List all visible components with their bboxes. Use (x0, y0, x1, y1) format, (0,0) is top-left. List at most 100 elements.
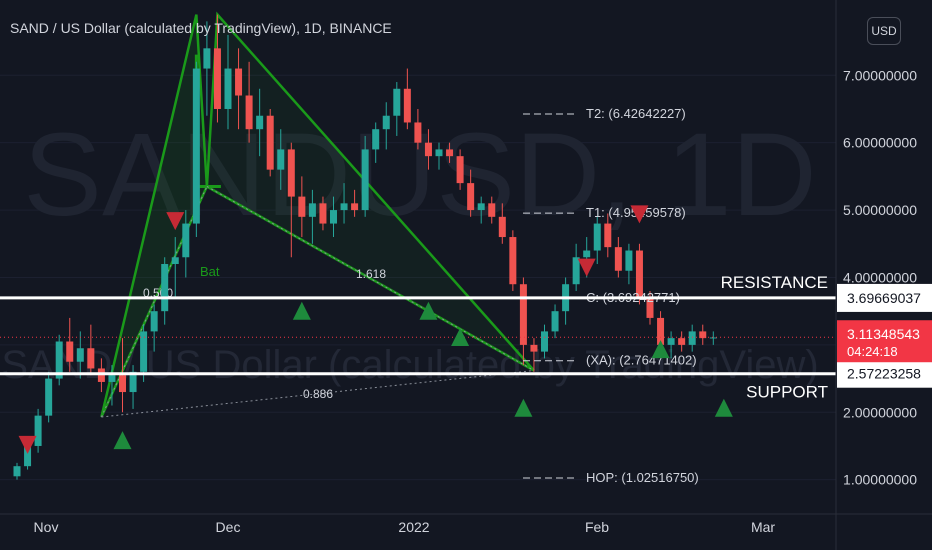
candle-body (446, 149, 454, 157)
candle-body (308, 203, 316, 217)
pattern-bcd (205, 11, 535, 372)
candle-body (477, 203, 485, 211)
ratio-line-xb (100, 186, 208, 418)
candle-body (583, 250, 591, 258)
candle-body (678, 338, 686, 345)
down-signal-arrow (577, 258, 596, 277)
candle-body (635, 250, 643, 298)
price-axis: 7.00000000 6.00000000 5.00000000 4.00000000… (835, 0, 932, 550)
up-signal-arrow (419, 301, 438, 320)
candle-body (13, 466, 21, 477)
candle-body (45, 378, 53, 416)
pattern-name-label: Bat (200, 264, 220, 279)
level-price-tag (837, 359, 932, 388)
candle-body (24, 445, 32, 467)
level-name-resistance: RESISTANCE (721, 273, 828, 292)
current-price-label: 3.11348543 (847, 326, 920, 342)
sr-levels: RESISTANCE SUPPORT (0, 273, 836, 402)
target-label: HOP: (1.02516750) (586, 470, 699, 485)
current-price-tag (837, 320, 932, 363)
candle-body (55, 341, 63, 379)
candle-body (108, 375, 116, 382)
candle-body (224, 68, 232, 109)
candle-body (393, 88, 401, 116)
candle-body (541, 331, 548, 352)
candle-body (530, 344, 538, 352)
time-axis: Nov Dec 2022 Feb Mar (0, 513, 932, 535)
level-price-tag (837, 283, 932, 312)
price-tick-label: 1.00000000 (843, 472, 917, 488)
candle-body (667, 338, 675, 345)
time-tick-label: Nov (34, 519, 59, 535)
candle-body (256, 115, 264, 130)
candle-body (572, 257, 580, 285)
price-tick-label: 4.00000000 (843, 269, 917, 285)
candle-body (519, 284, 527, 345)
candle-body (287, 149, 295, 197)
level-name-support: SUPPORT (746, 383, 828, 402)
candle-body (625, 250, 633, 271)
currency-button[interactable]: USD (867, 17, 901, 45)
candle-body (699, 331, 707, 339)
price-tick-label: 2.00000000 (843, 404, 917, 420)
candle-body (709, 337, 717, 339)
candle-body (688, 331, 696, 345)
candle-body (119, 375, 126, 393)
time-tick-label: Dec (216, 519, 241, 535)
candle-body (340, 203, 348, 211)
candle-body (424, 142, 432, 157)
candle-body (604, 223, 612, 248)
candle-body (161, 264, 169, 312)
watermark: SANDUSD, 1D SAND / US Dollar (calculated… (1, 109, 818, 387)
candle-body (245, 95, 253, 130)
up-signal-arrow (451, 328, 470, 347)
price-tick-label: 7.00000000 (843, 67, 917, 83)
price-tick-label: 6.00000000 (843, 135, 917, 151)
ratio-label: 0.886 (303, 387, 333, 401)
candle-body (319, 203, 327, 224)
candle-body (403, 88, 411, 123)
candle-body (551, 311, 559, 332)
candle-body (382, 115, 390, 130)
candle-body (488, 203, 496, 217)
bar-countdown-label: 04:24:18 (847, 344, 898, 359)
up-signal-arrow (292, 301, 311, 320)
candle-body (203, 48, 211, 69)
level-price-tag-label: 2.57223258 (847, 366, 921, 382)
down-signal-arrow (630, 205, 649, 224)
grid-lines (0, 74, 836, 481)
candle-body (509, 237, 517, 285)
candle-body (361, 149, 369, 211)
ratio-label: 1.618 (356, 267, 386, 281)
candle-body (192, 68, 200, 224)
level-price-tag-label: 3.69669037 (847, 290, 921, 306)
time-tick-label: Feb (585, 519, 609, 535)
candle-body (435, 149, 443, 157)
candle-body (372, 129, 380, 150)
candle-body (614, 247, 622, 271)
up-signal-arrow (651, 340, 670, 359)
candle-body (351, 203, 359, 211)
candle-body (66, 341, 74, 362)
candle-body (456, 156, 464, 184)
target-label: T2: (6.42642227) (586, 106, 686, 121)
up-signal-arrow (714, 398, 733, 417)
candle-body (330, 210, 337, 224)
candle-body (298, 196, 306, 217)
up-signal-arrow (113, 431, 132, 450)
candle-body (593, 223, 601, 251)
up-signal-arrow (514, 398, 533, 417)
candle-body (182, 223, 190, 258)
candle-body (414, 122, 422, 143)
candle-series (13, 14, 717, 480)
time-tick-label: 2022 (398, 519, 429, 535)
candle-body (129, 371, 137, 393)
candle-body (657, 317, 665, 345)
candle-body (467, 183, 475, 211)
candle-body (150, 311, 158, 332)
candle-body (277, 149, 285, 170)
target-label: (XA): (2.76471402) (586, 353, 697, 368)
candle-body (76, 348, 84, 362)
